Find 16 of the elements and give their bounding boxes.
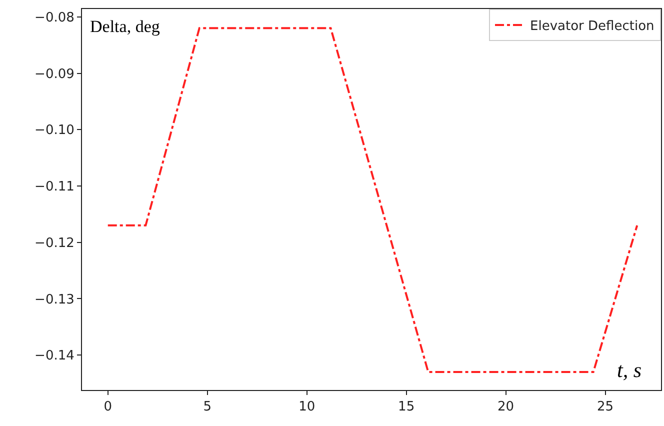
y-axis-title: Delta, deg bbox=[90, 17, 160, 36]
y-tick-label: −0.13 bbox=[34, 292, 74, 308]
x-tick-label: 10 bbox=[298, 400, 316, 415]
y-tick-label: −0.14 bbox=[34, 348, 74, 364]
y-tick-label: −0.12 bbox=[34, 236, 74, 251]
y-tick-label: −0.11 bbox=[34, 180, 74, 195]
y-tick-label: −0.10 bbox=[34, 123, 74, 138]
x-axis-title: t, s bbox=[617, 358, 642, 382]
x-tick-label: 0 bbox=[104, 400, 112, 415]
x-tick-label: 20 bbox=[498, 400, 514, 415]
legend-label: Elevator Deflection bbox=[530, 19, 654, 34]
x-tick-label: 15 bbox=[398, 400, 415, 415]
x-tick-label: 25 bbox=[597, 400, 614, 415]
y-tick-label: −0.08 bbox=[34, 10, 74, 26]
y-tick-label: −0.09 bbox=[34, 66, 74, 82]
x-tick-label: 5 bbox=[203, 400, 212, 415]
